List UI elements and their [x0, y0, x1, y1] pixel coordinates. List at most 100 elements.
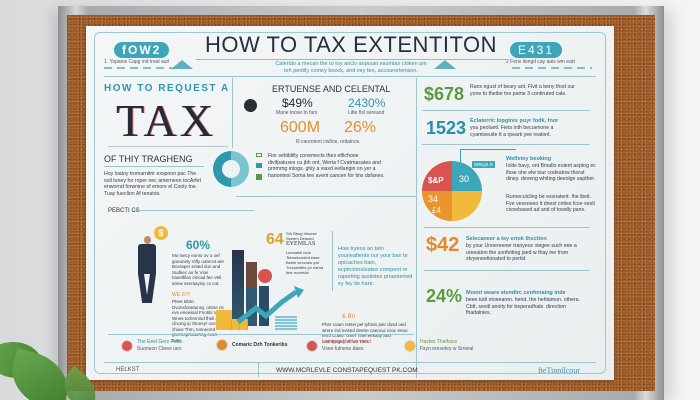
- left-panel-divider: [232, 78, 233, 148]
- center-heading: ERTUENSE AND CELENTAL: [272, 84, 391, 94]
- pie-chart: [422, 161, 482, 221]
- bottom-stat2-head: Sth Bbug rhinese Seeem Deseed: [286, 231, 317, 241]
- right-stat-text: beee tutil ntoeearen. hend. the hehtamun…: [466, 297, 580, 317]
- footer-item-title: The Eeel Gere Febs: [137, 339, 183, 345]
- pie-label: 34: [428, 194, 439, 204]
- right-stat-head: Moent weare elendirc cenfonaing inde: [466, 290, 566, 296]
- document-icon: [306, 339, 318, 352]
- chart-icon: [256, 174, 262, 180]
- right-stat-text: Rans egust of beary ant, Flvit a beny th…: [470, 84, 575, 97]
- footer-item-sub: Suoneon Cteee ueo: [137, 345, 182, 352]
- tax-underline: [108, 146, 228, 147]
- footer-item-title: Comaric Dzh Tonkeribs: [232, 341, 288, 348]
- poster-title: HOW TO TAX EXTENTITON: [196, 32, 506, 60]
- bottom-left-stat-text: Mo tsecy eonsr ov o oef gneonety Vifly u…: [172, 253, 224, 286]
- pie-bracket-top: [460, 149, 516, 150]
- stat-value: 2430%: [348, 96, 386, 110]
- coin-stack: [224, 319, 248, 330]
- bottom-callout: How tryeos an tatn youneafients our your…: [338, 246, 413, 287]
- right-stat-value: 1523: [426, 118, 467, 138]
- person-head: [144, 236, 151, 244]
- footer-item: Havtex Thelhass Fsyn eresetey w Sroeial: [404, 339, 473, 352]
- subtitle-line-2: teh peotily comey boock, and vey teo, ac…: [284, 68, 418, 74]
- center-body-text: Fior sebiblilty conemects thes etfichone…: [268, 153, 385, 179]
- header-right-dashes: [512, 67, 592, 69]
- stat-value: 600M: [280, 119, 321, 136]
- left-heading-tax: TAX: [116, 95, 216, 146]
- footer-item-title: Havtex Thelhass: [420, 339, 458, 345]
- bottom-stat2-big: EYENILAS: [286, 241, 316, 247]
- list-icon: [256, 163, 262, 168]
- bottom-callout2-text: Pher coam rsetei pel tyhtsis pier dosd o…: [322, 322, 408, 344]
- footer-vdivider: [258, 363, 259, 377]
- bar-striped: [275, 316, 297, 330]
- person-icon: [216, 339, 228, 351]
- right-stat-value: $678: [424, 84, 465, 104]
- footer-item-title: Londgoe Heltl ar send: [322, 339, 371, 345]
- red-badge-icon: [258, 269, 272, 283]
- card-head: Welfetey beoking: [506, 156, 552, 162]
- dollar-coin-icon: $: [154, 226, 168, 240]
- footer-item-sub: Vsee fulnene daes: [322, 345, 364, 352]
- right-stat-value: 24%: [426, 286, 463, 306]
- pie-label: $&P: [428, 176, 444, 185]
- footer-signature: fteTinnilcour: [538, 366, 580, 375]
- subtitle-line-1: Calerido a mecan the to toy anclv anpous…: [275, 61, 427, 67]
- bottom-left-stat: 60%: [186, 238, 211, 252]
- right-divider: [422, 144, 590, 145]
- footer-item: Comaric Dzh Tonkeribs: [216, 339, 287, 351]
- left-heading-small: HOW TO REQUEST A: [104, 83, 230, 94]
- callout-divider: [332, 231, 333, 291]
- bottom-stat2-text: Leenatiel fook Tebsekonded ease Beeie se…: [286, 250, 324, 275]
- header-left-caption: 1. Yopanis Capg ind traid aurl: [104, 59, 170, 65]
- header-right-caption: 2 Fenv itsngd cay aais wm eart: [506, 59, 575, 65]
- bottom-divider: [134, 210, 254, 211]
- left-subheading: OF THIY TRAGHENG: [104, 154, 193, 164]
- document-icon: [256, 153, 262, 157]
- center-divider: [236, 196, 416, 197]
- footer-divider: [104, 362, 596, 363]
- footer-brand: HELKST: [116, 367, 140, 373]
- header-right-badge: E431: [510, 42, 563, 58]
- footer-item: The Eeel Gere Febs Suoneon Cteee ueo: [121, 339, 182, 352]
- header-divider: [104, 76, 596, 77]
- card-text: Iolite bavy, ont Bmallo eoient asptog ec…: [506, 163, 596, 183]
- stat-value: 26%: [344, 119, 377, 136]
- stat-label: Mane toose to fars: [276, 110, 318, 116]
- header-left-dashes: [104, 67, 172, 69]
- person-body: [138, 244, 156, 274]
- left-body-text: Hoy loatoy tromarnitrir exspnon pac The …: [104, 171, 201, 197]
- poster-subtitle: Calerido a mecan the to toy anclv anpous…: [206, 61, 496, 75]
- footer-top-divider: [108, 334, 414, 335]
- donut-chart-icon: [213, 151, 249, 187]
- right-stat-head: Eclaterric lopgires puyr fodk, fnor: [470, 118, 559, 124]
- mountain-icon: [171, 60, 193, 69]
- right-stat-text: you peoluetl. Fiets inth becuerione a cy…: [470, 125, 554, 138]
- bar: [259, 286, 269, 326]
- globe-icon: [404, 339, 416, 352]
- left-subheading-underline: [104, 166, 204, 167]
- right-divider: [424, 227, 590, 228]
- bottom-left-subtag: WE 2I7I: [172, 292, 190, 298]
- center-right-divider: [416, 78, 417, 378]
- right-stat-value: $42: [426, 234, 460, 256]
- infographic-poster: fOW2 1. Yopanis Capg ind traid aurl HOW …: [86, 26, 614, 380]
- helmet-icon: [244, 99, 257, 112]
- stats-caption: Ill carentent cwltoe, reitatnos: [296, 139, 360, 145]
- bottom-callout2-tag: & Bn: [342, 314, 356, 320]
- bottom-left-tag: PEBCTI CS: [108, 208, 140, 214]
- trend-arrow-icon: [236, 286, 304, 324]
- footer-item: Londgoe Heltl ar send Vsee fulnene daes: [306, 339, 371, 352]
- header-left-badge: fOW2: [114, 42, 170, 58]
- mountain-icon: [434, 60, 456, 69]
- footer-url: WWW.MCRLEVLE CONSTAPEQUEST PK.COM: [276, 367, 418, 374]
- right-stat-text: by your Unoereener tranyece viegee such …: [466, 243, 577, 263]
- stat-label: Litte fisl sereand: [348, 110, 385, 116]
- pie-label: £4: [432, 206, 441, 215]
- pie-tag: SREgh ih: [472, 161, 496, 168]
- badge-icon: [121, 339, 133, 352]
- pie-label: 30: [459, 174, 470, 184]
- poster-border: [94, 32, 606, 374]
- bar: [246, 262, 257, 326]
- footer-item-sub: Fsyn eresetey w Sroeial: [420, 345, 474, 352]
